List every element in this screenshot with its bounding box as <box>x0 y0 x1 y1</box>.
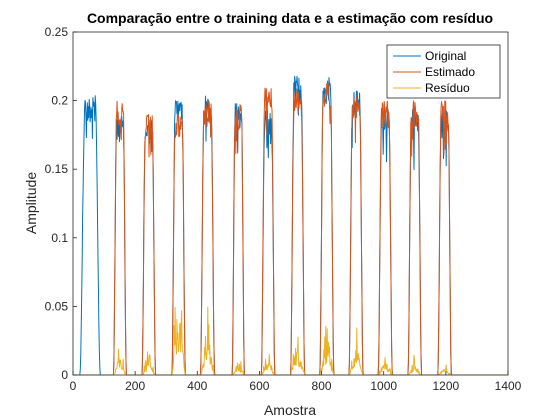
x-tick-label: 1400 <box>495 379 522 393</box>
x-tick-label: 1000 <box>370 379 397 393</box>
x-axis-label: Amostra <box>264 402 316 418</box>
chart-title: Comparação entre o training data e a est… <box>87 10 493 26</box>
y-tick-label: 0.25 <box>45 25 69 39</box>
y-tick-label: 0.05 <box>45 299 69 313</box>
y-tick-label: 0 <box>61 368 68 382</box>
y-tick-label: 0.2 <box>51 94 68 108</box>
y-tick-label: 0.15 <box>45 162 69 176</box>
x-tick-label: 0 <box>70 379 77 393</box>
legend-label: Resíduo <box>425 81 470 95</box>
x-tick-label: 800 <box>312 379 332 393</box>
y-tick-label: 0.1 <box>51 231 68 245</box>
x-tick-label: 200 <box>125 379 145 393</box>
x-tick-label: 400 <box>187 379 207 393</box>
legend-label: Estimado <box>425 65 475 79</box>
legend-label: Original <box>425 49 466 63</box>
x-tick-label: 1200 <box>433 379 460 393</box>
axes-box <box>72 31 509 376</box>
legend: Original Estimado Resíduo <box>386 44 501 99</box>
x-tick-label: 600 <box>249 379 269 393</box>
x-axis: 0 200 400 600 800 1000 1200 1400 <box>70 371 522 393</box>
y-axis-label: Amplitude <box>23 172 39 234</box>
y-axis: 0 0.05 0.1 0.15 0.2 0.25 <box>45 25 77 382</box>
